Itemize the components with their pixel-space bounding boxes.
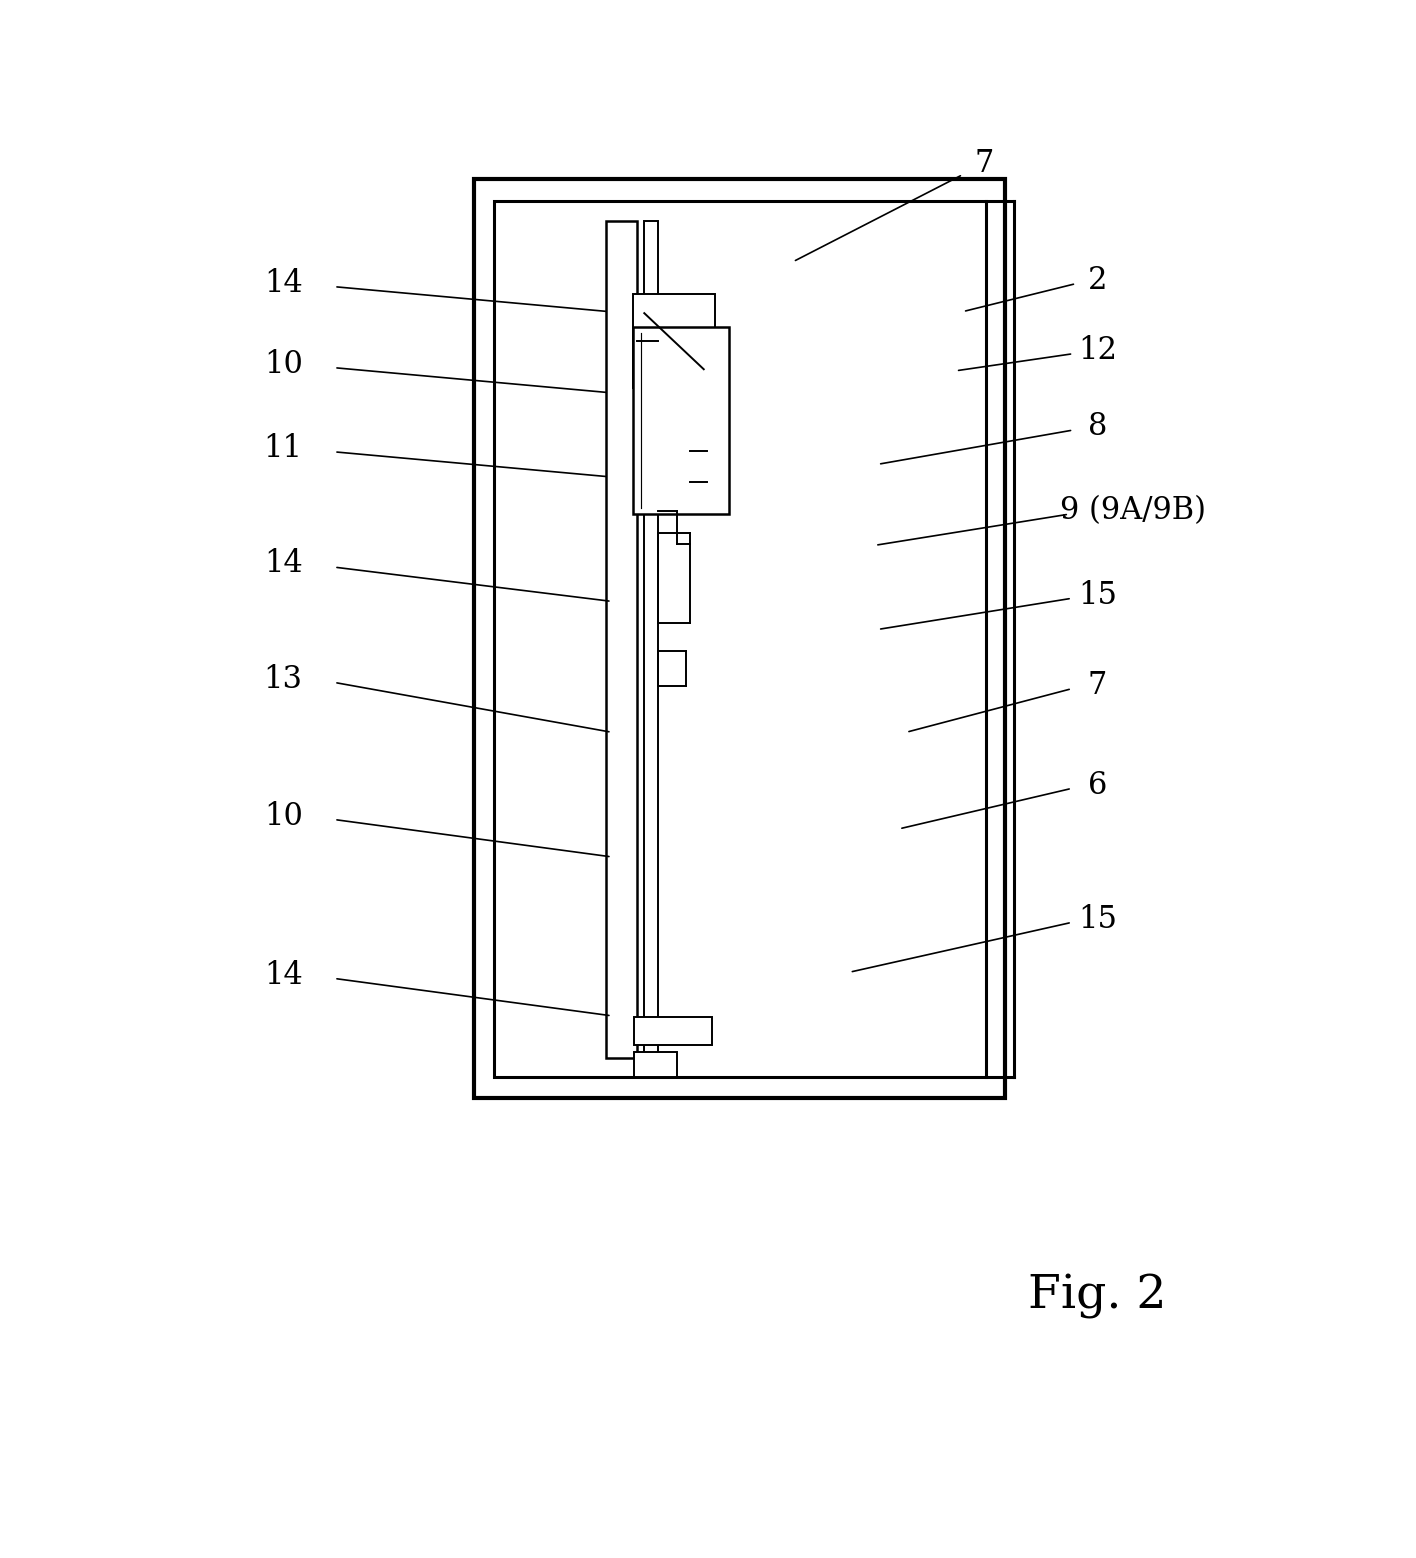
Text: 2: 2 xyxy=(1087,265,1107,296)
Text: 7: 7 xyxy=(1087,670,1107,701)
Text: 12: 12 xyxy=(1078,335,1117,366)
Text: 13: 13 xyxy=(263,664,303,695)
Text: 11: 11 xyxy=(263,433,303,464)
Bar xyxy=(634,1017,712,1045)
Text: 15: 15 xyxy=(1078,580,1117,611)
Text: 7: 7 xyxy=(974,148,994,179)
Bar xyxy=(633,327,729,514)
Text: 15: 15 xyxy=(1078,904,1117,935)
Text: 9 (9A/9B): 9 (9A/9B) xyxy=(1059,495,1206,527)
Text: 14: 14 xyxy=(263,268,303,299)
Text: Fig. 2: Fig. 2 xyxy=(1028,1273,1167,1320)
Bar xyxy=(658,430,690,505)
Bar xyxy=(606,221,637,1058)
Text: 14: 14 xyxy=(263,548,303,580)
Text: 6: 6 xyxy=(1087,770,1107,801)
Text: 8: 8 xyxy=(1087,411,1107,442)
Bar xyxy=(494,201,986,1077)
Text: 10: 10 xyxy=(263,349,303,380)
Text: 10: 10 xyxy=(263,801,303,832)
Bar xyxy=(474,179,1005,1098)
Bar xyxy=(644,221,658,1058)
Text: 14: 14 xyxy=(263,960,303,991)
Bar xyxy=(633,294,715,388)
Bar xyxy=(634,1052,677,1077)
